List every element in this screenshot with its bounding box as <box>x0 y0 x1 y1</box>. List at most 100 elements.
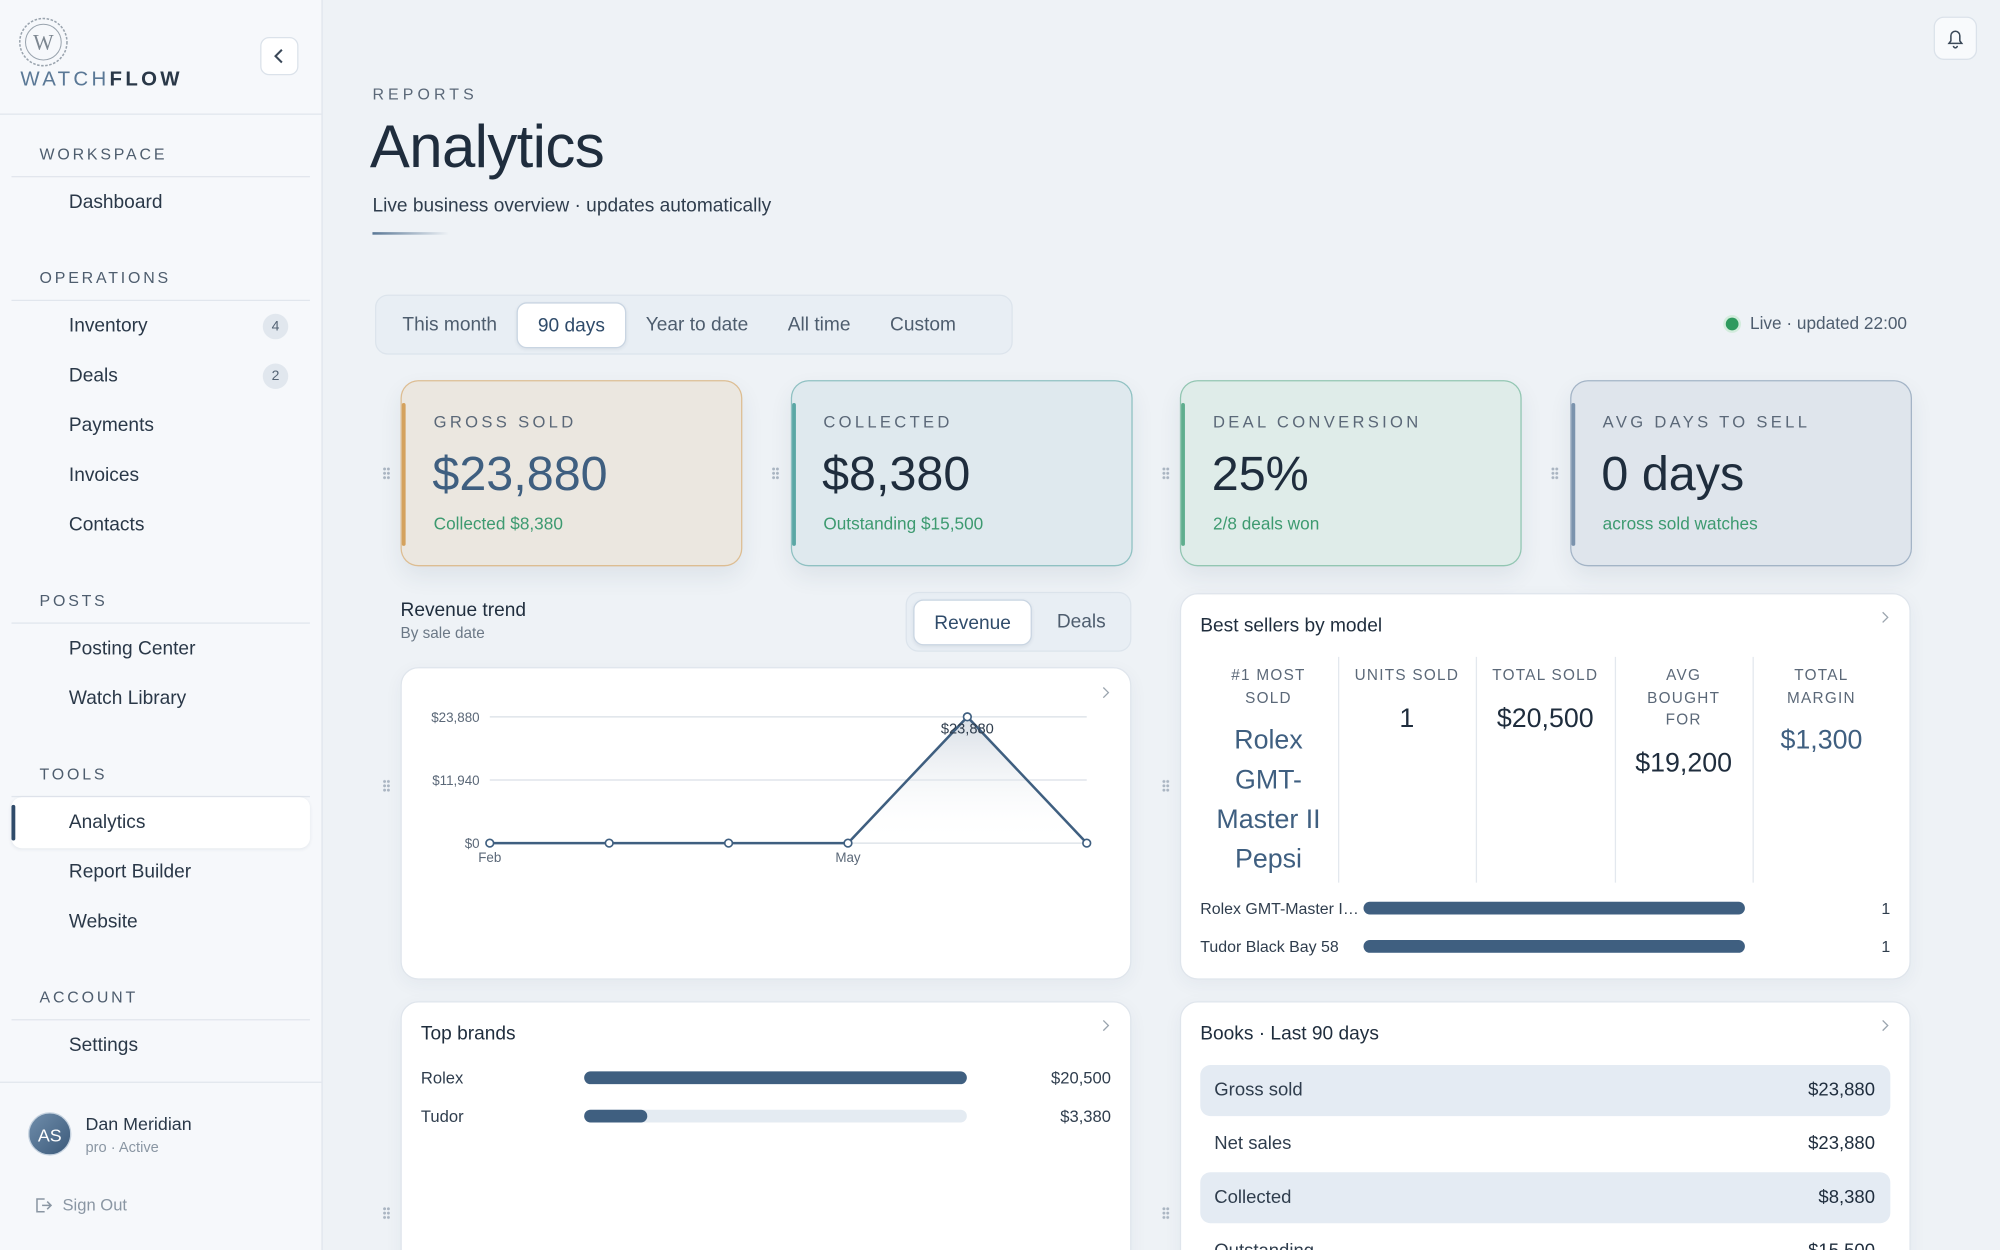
top-brands-card <box>400 1001 1132 1250</box>
notifications-button[interactable] <box>1933 16 1978 60</box>
nav-item[interactable]: Contacts <box>11 500 309 551</box>
section-title: POSTS <box>39 591 108 610</box>
book-value: $15,500 <box>1808 1226 1875 1250</box>
nav-label: Report Builder <box>68 860 192 883</box>
range-tab[interactable]: Custom <box>890 313 956 335</box>
drag-handle[interactable] <box>1551 466 1559 480</box>
drag-handle[interactable] <box>771 466 780 480</box>
kpi-card: AVG DAYS TO SELL 0 days across sold watche… <box>1569 380 1912 567</box>
avatar: AS <box>28 1112 72 1156</box>
kpi-label: GROSS SOLD <box>433 411 577 432</box>
drag-handle[interactable] <box>382 779 391 793</box>
book-row: Outstanding $15,500 <box>1200 1226 1890 1250</box>
nav-badge: 2 <box>262 363 289 390</box>
nav-label: Watch Library <box>68 687 187 710</box>
section-title: OPERATIONS <box>39 269 171 287</box>
nav-label: Payments <box>68 414 154 437</box>
nav-label: Invoices <box>68 464 140 486</box>
kpi-note: 2/8 deals won <box>1213 514 1320 534</box>
card-title: Books · Last 90 days <box>1200 1022 1379 1045</box>
sign-out-icon <box>36 1198 53 1213</box>
kpi-accent <box>1570 403 1575 546</box>
logo-ring <box>24 23 62 61</box>
column-divider <box>1752 656 1754 883</box>
nav-label: Settings <box>68 1034 139 1057</box>
title-underline <box>372 232 449 235</box>
kpi-accent <box>401 403 406 546</box>
stat-value: $1,300 <box>1780 725 1863 756</box>
nav-item[interactable]: Posting Center <box>11 624 309 675</box>
section-divider <box>11 1019 310 1021</box>
nav-item[interactable]: Settings <box>11 1020 309 1071</box>
book-row: Gross sold $23,880 <box>1200 1065 1891 1117</box>
kpi-accent <box>1181 403 1185 546</box>
icon-path <box>36 1198 53 1213</box>
card-title: Best sellers by model <box>1200 614 1383 637</box>
brand-bold: FLOW <box>109 68 183 91</box>
stat-label: AVG BOUGHT FOR <box>1647 665 1721 729</box>
icon-path <box>1947 30 1964 49</box>
drag-handle[interactable] <box>1161 466 1170 480</box>
nav-item[interactable]: Inventory 4 <box>11 301 309 352</box>
nav-item[interactable]: Deals 2 <box>11 351 309 402</box>
nav-label: Inventory <box>68 315 148 337</box>
kpi-value: $8,380 <box>822 447 971 502</box>
sign-out[interactable]: Sign Out <box>62 1195 128 1215</box>
user-name: Dan Meridian <box>85 1113 192 1134</box>
collapse-icon <box>274 49 283 64</box>
revenue-chart-card <box>400 667 1132 980</box>
card-title: Top brands <box>420 1022 516 1045</box>
metric-tab[interactable]: Revenue <box>913 598 1032 645</box>
book-label: Collected <box>1214 1187 1292 1208</box>
page-title: Analytics <box>369 112 605 180</box>
nav-item[interactable]: Report Builder <box>11 847 309 898</box>
drag-handle[interactable] <box>382 466 391 480</box>
book-value: $23,880 <box>1808 1080 1875 1101</box>
range-tab[interactable]: This month <box>402 313 498 335</box>
user-status: pro · Active <box>85 1140 159 1156</box>
drag-handle[interactable] <box>1161 1206 1170 1220</box>
kpi-value: $23,880 <box>432 447 608 502</box>
kpi-accent <box>791 403 796 546</box>
chevron <box>274 49 283 64</box>
book-row: Net sales $23,880 <box>1200 1119 1890 1170</box>
nav-item[interactable]: Invoices <box>11 450 309 501</box>
nav-item[interactable]: Payments <box>11 401 309 452</box>
book-label: Outstanding <box>1214 1226 1314 1250</box>
stat-column: AVG BOUGHT FOR $19,200 <box>1615 657 1753 883</box>
brand-name: WATCHFLOW <box>20 68 182 94</box>
kpi-card: GROSS SOLD $23,880 Collected $8,380 <box>400 380 743 567</box>
divider <box>0 1081 322 1083</box>
range-tabs: This month 90 days Year to date All time Cus… <box>374 294 1013 355</box>
kpi-value: 0 days <box>1601 447 1745 502</box>
stat-label: #1 MOST SOLD <box>1231 665 1306 706</box>
kpi-label: AVG DAYS TO SELL <box>1602 411 1811 432</box>
metric-tab[interactable]: Deals <box>1056 610 1106 633</box>
nav-label: Contacts <box>68 514 145 536</box>
nav-item[interactable]: Watch Library <box>11 673 309 724</box>
collapse-button[interactable] <box>260 36 299 76</box>
kpi-card: COLLECTED $8,380 Outstanding $15,500 <box>790 380 1133 567</box>
book-label: Gross sold <box>1214 1080 1303 1101</box>
logo-letter: W <box>33 31 54 55</box>
brand-light: WATCH <box>20 68 110 91</box>
best-sellers-card <box>1179 593 1911 980</box>
range-tab[interactable]: 90 days <box>516 301 626 348</box>
drag-handle[interactable] <box>382 1206 391 1220</box>
book-value: $8,380 <box>1818 1187 1875 1208</box>
nav-item[interactable]: Dashboard <box>11 177 309 228</box>
nav-item[interactable]: Website <box>11 897 309 948</box>
book-value: $23,880 <box>1808 1133 1875 1155</box>
nav-item[interactable]: Analytics <box>11 797 310 849</box>
drag-handle[interactable] <box>1161 779 1170 793</box>
range-tab[interactable]: All time <box>787 313 851 335</box>
kpi-label: DEAL CONVERSION <box>1213 411 1422 432</box>
nav-label: Deals <box>68 364 118 387</box>
book-row: Collected $8,380 <box>1200 1172 1891 1224</box>
card-subtitle: By sale date <box>400 623 485 642</box>
range-tab[interactable]: Year to date <box>645 313 749 335</box>
kpi-note: across sold watches <box>1602 514 1758 534</box>
